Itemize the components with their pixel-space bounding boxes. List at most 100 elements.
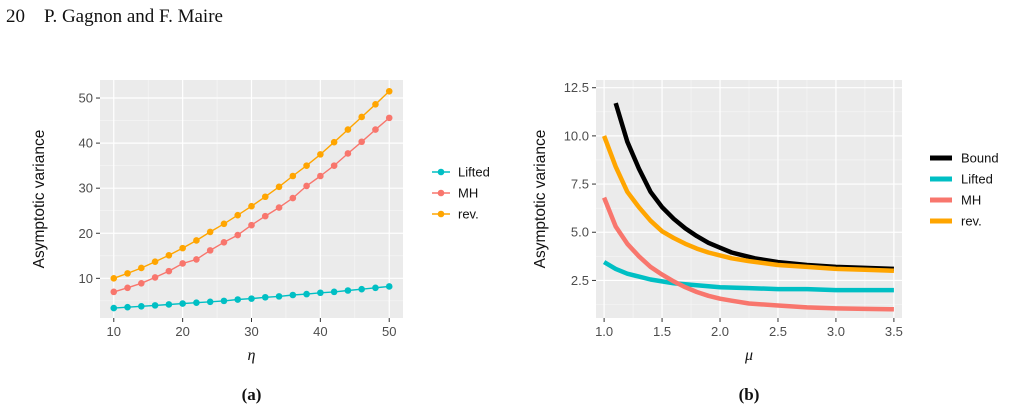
data-point: [385, 283, 393, 290]
page-number: 20: [6, 6, 25, 27]
data-point: [234, 296, 242, 303]
panel-label: (b): [739, 385, 760, 404]
data-point: [358, 138, 365, 146]
data-point: [289, 172, 297, 180]
y-tick-label: 2.5: [571, 273, 589, 288]
x-tick-label: 2.0: [711, 324, 729, 339]
series-line-lifted: [602, 260, 894, 293]
data-point: [138, 264, 145, 272]
data-point: [358, 285, 365, 293]
data-point: [193, 299, 200, 306]
data-point: [165, 252, 173, 259]
data-point: [330, 288, 338, 296]
data-point: [206, 247, 214, 254]
data-point: [317, 151, 324, 158]
data-point: [193, 237, 200, 244]
x-axis-title: η: [248, 347, 256, 364]
legend-key-point: [437, 189, 445, 197]
data-point: [385, 114, 393, 122]
data-point: [330, 138, 338, 146]
y-tick-label: 50: [79, 91, 93, 106]
y-axis-title: Asymptotic variance: [532, 130, 549, 269]
data-point: [138, 279, 145, 287]
x-tick-label: 3.0: [827, 324, 845, 339]
y-tick-label: 40: [79, 136, 93, 151]
panel-label: (a): [242, 385, 262, 404]
x-tick-label: 2.5: [769, 324, 787, 339]
legend: Lifted MH rev.: [432, 165, 490, 222]
data-point: [193, 256, 200, 263]
data-point: [124, 284, 131, 292]
data-point: [124, 303, 131, 311]
data-point: [179, 300, 186, 307]
data-point: [151, 274, 159, 281]
chart-panel-b: 1.0 1.5 2.0 2.5 3.0 3.5 2.5 5.0 7.5 10.0 12.5 μ Asym…: [532, 80, 903, 404]
data-point: [330, 162, 338, 169]
data-point: [165, 301, 173, 308]
author-line: P. Gagnon and F. Maire: [44, 6, 223, 27]
data-point: [179, 244, 186, 252]
y-tick-label: 5.0: [571, 225, 589, 240]
page-header: 20 P. Gagnon and F. Maire: [6, 6, 223, 28]
data-point: [261, 212, 269, 220]
data-point: [220, 220, 228, 228]
y-tick-label: 10.0: [564, 128, 589, 143]
data-point: [289, 194, 297, 202]
legend-label: rev.: [961, 214, 982, 229]
data-point: [248, 295, 255, 302]
data-point: [234, 231, 242, 239]
data-point: [206, 228, 214, 236]
legend-label: Lifted: [458, 165, 490, 180]
data-point: [151, 302, 159, 309]
data-point: [275, 183, 283, 191]
legend: Bound Lifted MH rev.: [930, 151, 999, 229]
x-tick-label: 40: [313, 324, 327, 339]
data-point: [179, 260, 186, 267]
x-tick-label: 1.5: [653, 324, 671, 339]
legend-label: Bound: [961, 151, 999, 166]
data-point: [344, 287, 352, 294]
legend-label: MH: [458, 186, 478, 201]
data-point: [220, 238, 228, 246]
x-tick-label: 20: [175, 324, 189, 339]
data-point: [248, 202, 255, 210]
data-point: [110, 288, 118, 296]
x-tick-label: 10: [107, 324, 121, 339]
data-point: [124, 270, 131, 277]
y-tick-label: 10: [79, 271, 93, 286]
legend-label: Lifted: [961, 172, 993, 187]
legend-label: rev.: [458, 207, 479, 222]
legend-key-point: [437, 168, 445, 176]
legend-key-point: [437, 210, 445, 218]
data-point: [110, 275, 118, 282]
chart-panel-a: 10 20 30 40 50 10 20 30 40 50 η Asymptotic variance…: [31, 80, 403, 404]
data-point: [372, 101, 379, 108]
series-line-mh: [602, 196, 894, 312]
data-point: [372, 284, 379, 292]
data-point: [303, 182, 310, 190]
x-tick-label: 30: [244, 324, 258, 339]
data-point: [151, 258, 159, 265]
data-point: [317, 172, 324, 180]
data-point: [110, 304, 118, 312]
x-tick-label: 3.5: [885, 324, 903, 339]
data-point: [234, 211, 242, 219]
data-point: [165, 267, 173, 275]
data-point: [303, 290, 310, 298]
data-point: [261, 293, 269, 301]
series-line-rev: [601, 135, 894, 274]
x-tick-label: 1.0: [595, 324, 613, 339]
data-point: [220, 297, 228, 305]
data-point: [344, 150, 352, 157]
data-point: [303, 162, 310, 169]
data-point: [261, 193, 269, 201]
x-axis-title: μ: [744, 347, 753, 364]
data-point: [385, 87, 393, 95]
x-tick-label: 50: [382, 324, 396, 339]
data-point: [275, 293, 283, 300]
data-point: [317, 289, 324, 297]
y-tick-label: 7.5: [571, 177, 589, 192]
data-point: [358, 113, 365, 121]
y-tick-label: 30: [79, 181, 93, 196]
